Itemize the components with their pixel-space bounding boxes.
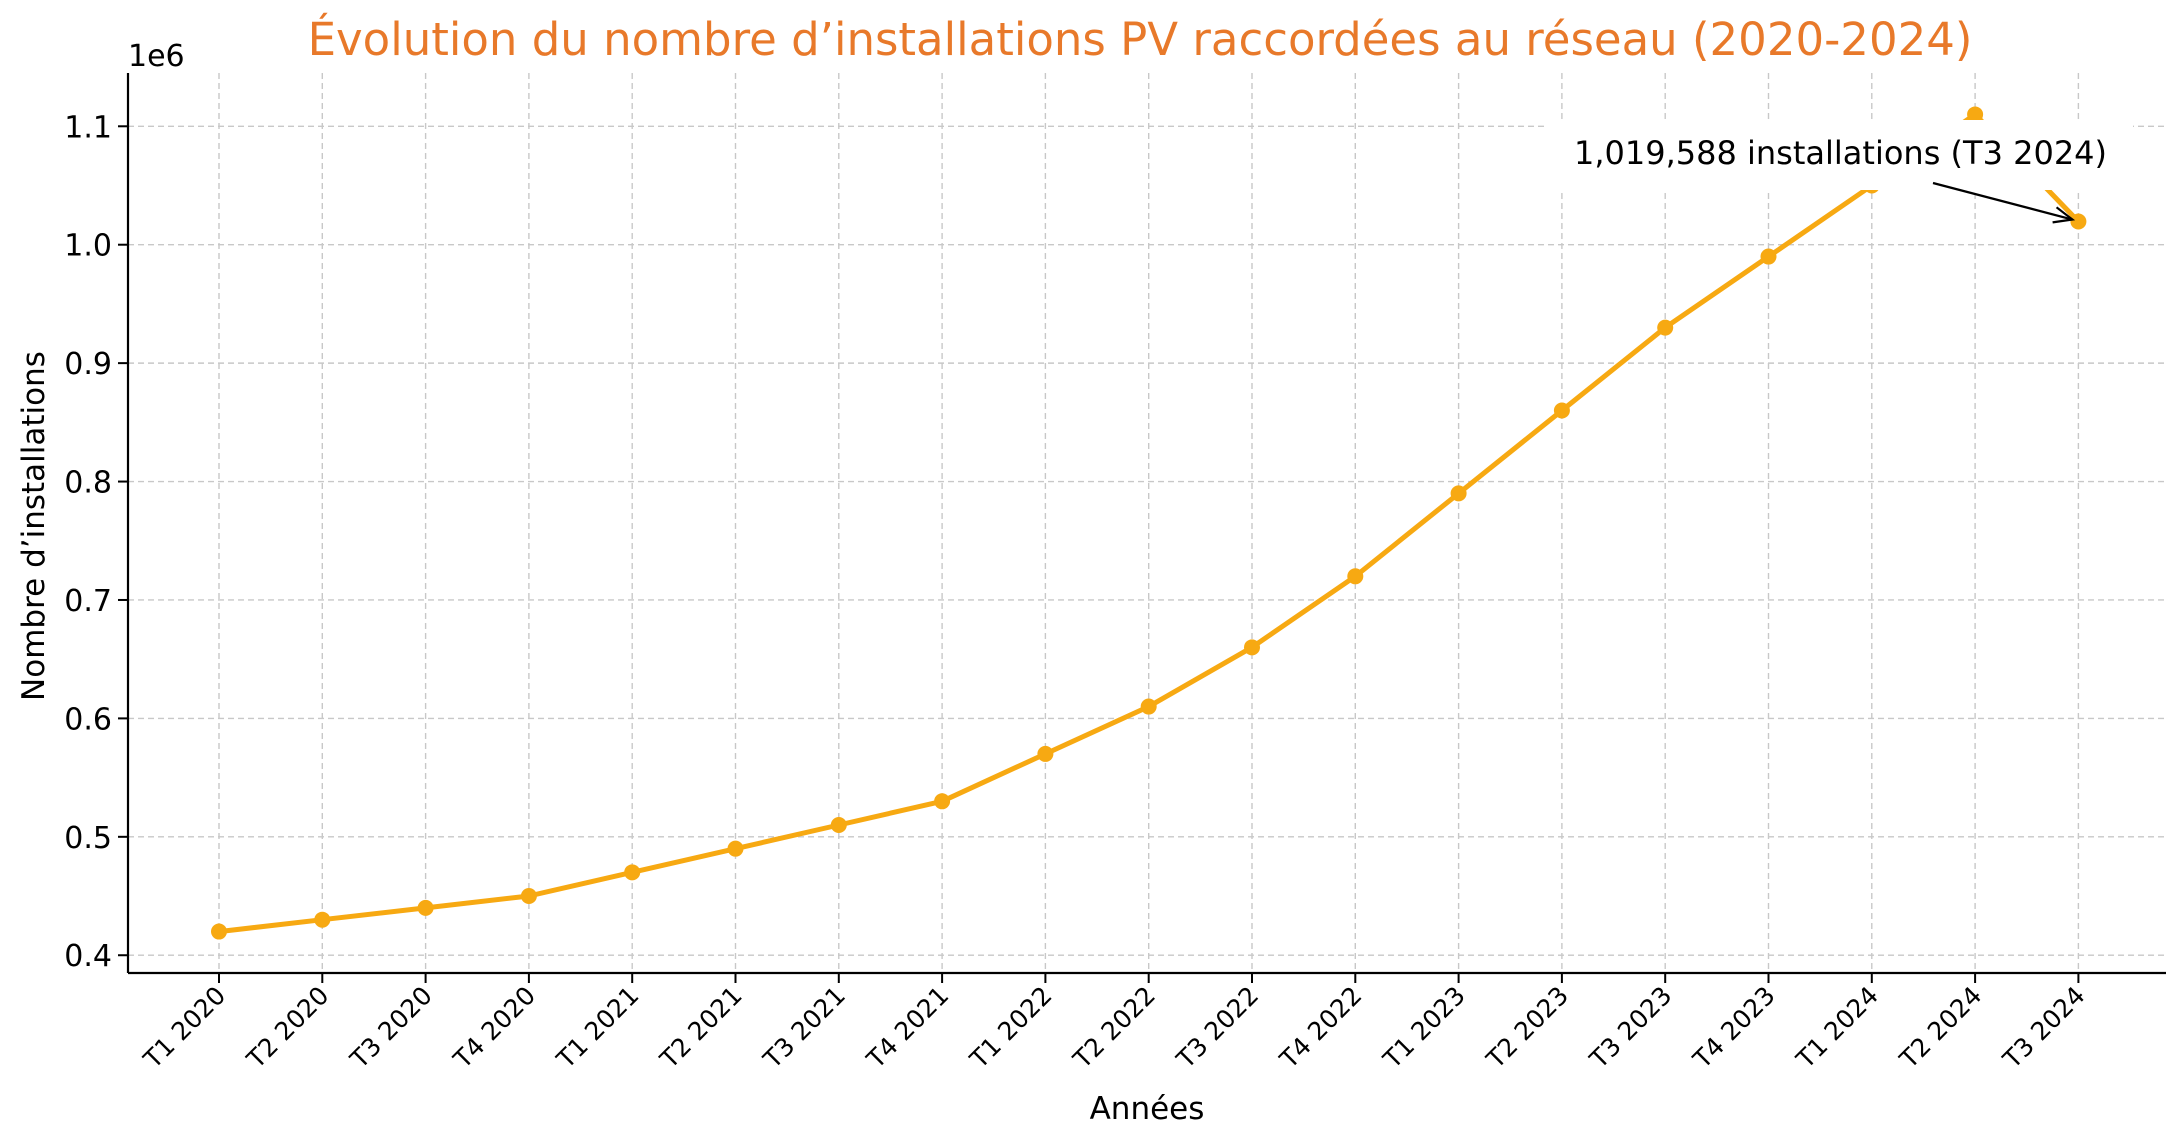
- data-point: [1244, 639, 1260, 656]
- x-tick-label: T2 2023: [1480, 981, 1574, 1075]
- x-tick-label: T2 2024: [1893, 981, 1987, 1075]
- y-ticks: 0.4 0.5 0.6 0.7 0.8 0.9 1.0 1.1: [64, 110, 128, 974]
- axes: [126, 73, 2166, 975]
- data-point: [727, 840, 744, 857]
- x-tick-label: T2 2022: [1067, 981, 1161, 1075]
- annotation: 1,019,588 installations (T3 2024): [1548, 120, 2133, 224]
- data-point: [1553, 402, 1570, 419]
- y-tick-label: 0.7: [64, 584, 112, 619]
- data-point: [1140, 698, 1157, 715]
- data-point: [314, 911, 331, 928]
- data-point: [1037, 745, 1054, 762]
- x-tick-label: T1 2022: [964, 981, 1058, 1075]
- x-tick-label: T1 2024: [1790, 981, 1884, 1075]
- x-tick-label: T1 2021: [551, 981, 645, 1075]
- data-point: [2070, 213, 2087, 230]
- x-axis-label: Années: [1090, 1091, 1205, 1127]
- y-tick-label: 0.4: [64, 939, 112, 974]
- y-tick-label: 0.5: [64, 821, 112, 856]
- x-tick-label: T3 2022: [1170, 981, 1264, 1075]
- y-offset-label: 1e6: [128, 39, 185, 74]
- grid: [128, 73, 2166, 973]
- data-point: [934, 793, 951, 810]
- x-ticks: T1 2020 T2 2020 T3 2020 T4 2020 T1 2021 T2 20…: [137, 973, 2091, 1075]
- annotation-text: 1,019,588 installations (T3 2024): [1574, 134, 2107, 172]
- x-tick-label: T3 2021: [757, 981, 851, 1075]
- x-tick-label: T4 2020: [447, 981, 541, 1075]
- y-tick-label: 1.1: [64, 110, 112, 145]
- x-tick-label: T4 2022: [1274, 981, 1368, 1075]
- x-tick-label: T2 2021: [654, 981, 748, 1075]
- x-tick-label: T1 2020: [137, 981, 231, 1075]
- x-tick-label: T4 2021: [860, 981, 954, 1075]
- y-tick-label: 1.0: [64, 229, 112, 264]
- annotation-box: [1548, 120, 2133, 190]
- y-tick-label: 0.8: [64, 466, 112, 501]
- x-tick-label: T3 2020: [344, 981, 438, 1075]
- data-point: [1760, 248, 1777, 265]
- y-tick-label: 0.6: [64, 702, 112, 737]
- data-point: [417, 899, 434, 916]
- annotation-arrowhead: [2052, 206, 2076, 224]
- chart-title: Évolution du nombre d’installations PV r…: [308, 13, 1973, 66]
- y-tick-label: 0.9: [64, 347, 112, 382]
- x-tick-label: T3 2023: [1584, 981, 1678, 1075]
- data-point: [1450, 485, 1467, 502]
- x-tick-label: T2 2020: [241, 981, 335, 1075]
- data-point: [1657, 319, 1674, 336]
- y-axis-label: Nombre d’installations: [16, 351, 52, 701]
- annotation-arrow: [1932, 181, 2073, 221]
- x-tick-label: T1 2023: [1377, 981, 1471, 1075]
- data-point: [520, 888, 537, 905]
- data-point: [1967, 106, 1984, 123]
- x-tick-label: T4 2023: [1687, 981, 1781, 1075]
- x-tick-label: T3 2024: [1997, 981, 2091, 1075]
- data-point: [624, 864, 641, 881]
- data-point: [830, 816, 847, 833]
- data-point: [1347, 568, 1364, 585]
- data-point: [211, 923, 227, 940]
